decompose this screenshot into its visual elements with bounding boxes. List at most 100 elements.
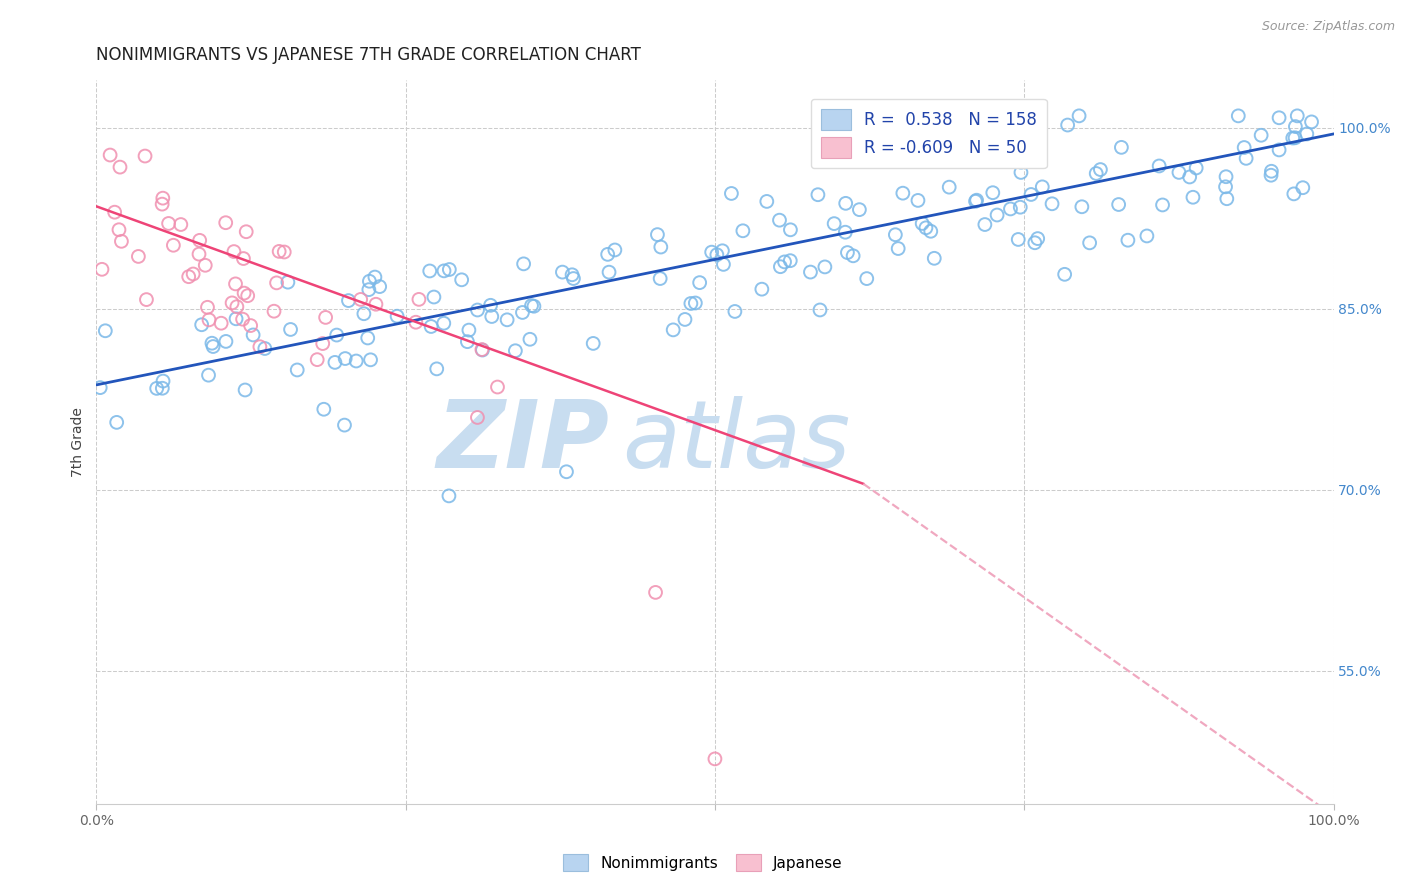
Point: [1152, 198, 1174, 212]
Point: [233, 383, 256, 397]
Legend: Nonimmigrants, Japanese: Nonimmigrants, Japanese: [557, 848, 849, 877]
Point: [1268, 111, 1291, 125]
Point: [650, 240, 672, 254]
Point: [225, 300, 247, 314]
Point: [807, 187, 830, 202]
Point: [848, 202, 870, 217]
Point: [170, 218, 193, 232]
Point: [1000, 202, 1022, 216]
Point: [426, 362, 449, 376]
Point: [1040, 196, 1063, 211]
Point: [1019, 187, 1042, 202]
Point: [1031, 179, 1053, 194]
Point: [221, 296, 243, 310]
Point: [700, 245, 723, 260]
Point: [108, 160, 131, 174]
Point: [1056, 118, 1078, 132]
Point: [920, 224, 942, 238]
Point: [344, 354, 367, 368]
Point: [706, 248, 728, 262]
Point: [150, 381, 173, 395]
Point: [89, 381, 111, 395]
Point: [562, 271, 585, 285]
Point: [235, 225, 257, 239]
Point: [512, 257, 534, 271]
Point: [938, 180, 960, 194]
Point: [1286, 109, 1309, 123]
Point: [596, 247, 619, 261]
Point: [433, 264, 456, 278]
Point: [225, 277, 247, 291]
Point: [1295, 127, 1317, 141]
Point: [486, 380, 509, 394]
Point: [337, 293, 360, 308]
Point: [285, 363, 308, 377]
Point: [523, 299, 546, 313]
Point: [98, 148, 121, 162]
Point: [307, 352, 329, 367]
Point: [1136, 229, 1159, 244]
Point: [312, 402, 335, 417]
Point: [481, 310, 503, 324]
Point: [239, 318, 262, 333]
Point: [181, 267, 204, 281]
Point: [1085, 166, 1108, 180]
Point: [799, 265, 821, 279]
Point: [1227, 109, 1250, 123]
Point: [94, 324, 117, 338]
Point: [1260, 168, 1282, 182]
Point: [467, 410, 489, 425]
Point: [1147, 159, 1170, 173]
Point: [467, 303, 489, 318]
Point: [357, 283, 380, 297]
Point: [162, 238, 184, 252]
Point: [152, 374, 174, 388]
Text: ZIP: ZIP: [437, 395, 610, 488]
Point: [232, 312, 254, 326]
Point: [1010, 155, 1032, 169]
Point: [1007, 232, 1029, 246]
Point: [505, 343, 527, 358]
Point: [215, 334, 238, 349]
Point: [603, 243, 626, 257]
Point: [335, 351, 357, 366]
Point: [194, 258, 217, 272]
Point: [420, 319, 443, 334]
Point: [368, 279, 391, 293]
Point: [198, 313, 221, 327]
Point: [1215, 179, 1237, 194]
Point: [456, 334, 478, 349]
Point: [922, 252, 945, 266]
Point: [209, 316, 232, 330]
Point: [551, 265, 574, 279]
Point: [966, 193, 988, 207]
Text: NONIMMIGRANTS VS JAPANESE 7TH GRADE CORRELATION CHART: NONIMMIGRANTS VS JAPANESE 7TH GRADE CORR…: [97, 46, 641, 64]
Point: [405, 315, 427, 329]
Point: [965, 194, 987, 209]
Point: [823, 217, 845, 231]
Point: [197, 368, 219, 383]
Point: [266, 276, 288, 290]
Point: [986, 208, 1008, 222]
Point: [814, 260, 837, 274]
Point: [312, 336, 335, 351]
Point: [662, 323, 685, 337]
Point: [1234, 152, 1257, 166]
Point: [108, 223, 131, 237]
Point: [152, 191, 174, 205]
Text: Source: ZipAtlas.com: Source: ZipAtlas.com: [1261, 20, 1395, 33]
Point: [471, 343, 494, 357]
Point: [127, 249, 149, 263]
Point: [202, 339, 225, 353]
Point: [197, 301, 219, 315]
Point: [834, 196, 856, 211]
Point: [884, 227, 907, 242]
Point: [91, 262, 114, 277]
Point: [458, 323, 481, 337]
Point: [685, 296, 707, 310]
Point: [357, 331, 380, 345]
Point: [253, 342, 276, 356]
Point: [1292, 180, 1315, 194]
Y-axis label: 7th Grade: 7th Grade: [72, 407, 86, 476]
Point: [104, 205, 127, 219]
